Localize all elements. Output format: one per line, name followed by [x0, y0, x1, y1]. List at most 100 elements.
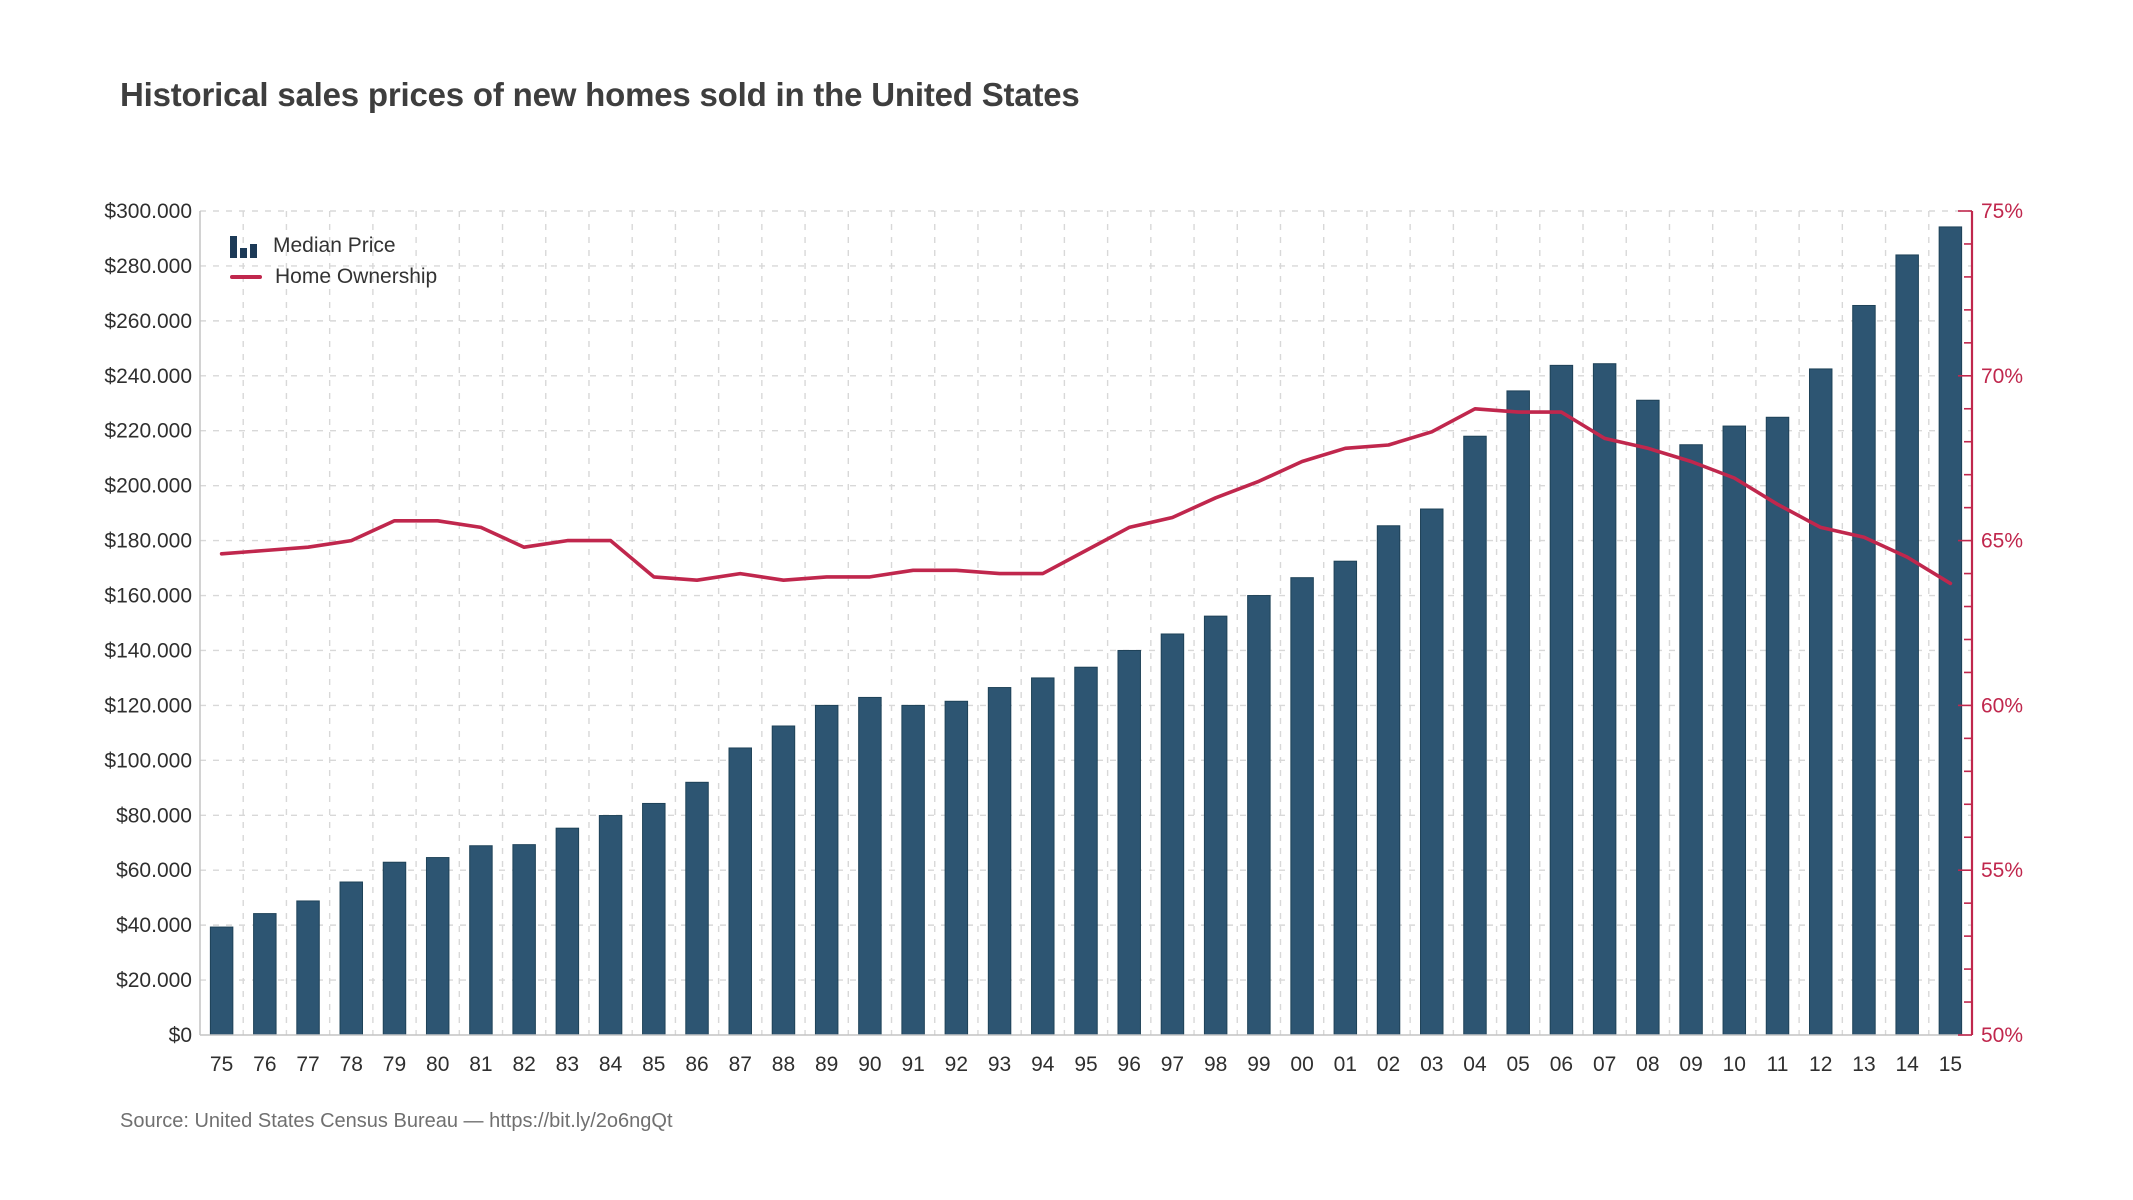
left-axis-label: $280.000: [104, 255, 192, 278]
legend-label-home-ownership: Home Ownership: [275, 265, 438, 288]
median-price-bar-82[interactable]: [512, 844, 536, 1036]
legend-item-home-ownership: Home Ownership: [230, 265, 437, 289]
x-axis-label: 81: [469, 1053, 492, 1076]
median-price-bar-10[interactable]: [1722, 425, 1747, 1036]
left-axis-label: $80.000: [116, 804, 192, 827]
median-price-bar-05[interactable]: [1506, 390, 1530, 1036]
line-swatch-icon: [230, 275, 262, 279]
x-axis-label: 82: [512, 1053, 535, 1076]
median-price-bar-83[interactable]: [555, 827, 580, 1036]
x-axis-label: 88: [772, 1053, 795, 1076]
x-axis-label: 04: [1463, 1053, 1487, 1076]
x-axis-label: 90: [858, 1053, 881, 1076]
x-axis-label: 75: [210, 1053, 233, 1076]
x-axis-label: 10: [1723, 1053, 1746, 1076]
median-price-bar-97[interactable]: [1160, 633, 1185, 1036]
x-axis-label: 97: [1161, 1053, 1184, 1076]
x-axis-label: 05: [1507, 1053, 1530, 1076]
left-axis-label: $260.000: [104, 310, 192, 333]
median-price-bar-03[interactable]: [1420, 508, 1444, 1036]
median-price-bar-12[interactable]: [1808, 368, 1833, 1036]
median-price-bar-79[interactable]: [382, 861, 407, 1036]
left-axis-label: $20.000: [116, 969, 192, 992]
legend-label-median-price: Median Price: [273, 234, 396, 257]
median-price-bar-07[interactable]: [1592, 363, 1617, 1036]
x-axis-label: 79: [383, 1053, 406, 1076]
left-axis-label: $140.000: [104, 639, 192, 662]
left-axis-label: $60.000: [116, 859, 192, 882]
median-price-bar-86[interactable]: [685, 781, 709, 1036]
right-axis-label: 60%: [1981, 694, 2023, 717]
x-axis-label: 78: [340, 1053, 363, 1076]
median-price-bar-78[interactable]: [339, 881, 364, 1036]
right-axis-label: 70%: [1981, 365, 2023, 388]
median-price-bar-09[interactable]: [1679, 444, 1703, 1036]
median-price-bar-04[interactable]: [1463, 435, 1487, 1036]
left-axis-label: $0: [169, 1024, 192, 1047]
median-price-bar-94[interactable]: [1031, 677, 1055, 1036]
median-price-bar-81[interactable]: [469, 845, 493, 1036]
median-price-bar-84[interactable]: [598, 815, 623, 1036]
x-axis-label: 07: [1593, 1053, 1616, 1076]
x-axis-label: 02: [1377, 1053, 1400, 1076]
x-axis-label: 09: [1679, 1053, 1702, 1076]
median-price-bar-89[interactable]: [814, 704, 839, 1036]
x-axis-label: 11: [1767, 1053, 1789, 1076]
median-price-bar-98[interactable]: [1203, 615, 1228, 1036]
x-axis-label: 15: [1939, 1053, 1962, 1076]
right-axis-label: 75%: [1981, 200, 2023, 223]
median-price-bar-87[interactable]: [728, 747, 752, 1036]
x-axis-label: 87: [729, 1053, 752, 1076]
right-axis-label: 55%: [1981, 859, 2023, 882]
median-price-bar-77[interactable]: [296, 900, 320, 1036]
source-note: Source: United States Census Bureau — ht…: [120, 1110, 673, 1133]
page-title: Historical sales prices of new homes sol…: [120, 76, 1080, 113]
median-price-bar-76[interactable]: [253, 913, 277, 1036]
x-axis-label: 86: [685, 1053, 708, 1076]
x-axis-label: 92: [945, 1053, 968, 1076]
median-price-bar-90[interactable]: [858, 696, 882, 1036]
x-axis-label: 99: [1247, 1053, 1270, 1076]
x-axis-label: 14: [1895, 1053, 1919, 1076]
x-axis-label: 94: [1031, 1053, 1055, 1076]
x-axis-label: 83: [556, 1053, 579, 1076]
x-axis-label: 12: [1809, 1053, 1832, 1076]
median-price-bar-00[interactable]: [1290, 577, 1314, 1036]
median-price-bar-08[interactable]: [1636, 399, 1660, 1036]
median-price-bar-80[interactable]: [425, 857, 450, 1036]
median-price-bar-13[interactable]: [1852, 304, 1876, 1036]
legend-item-median-price: Median Price: [230, 234, 437, 258]
median-price-bar-14[interactable]: [1895, 254, 1919, 1036]
source-link[interactable]: https://bit.ly/2o6ngQt: [489, 1110, 673, 1132]
median-price-bar-91[interactable]: [901, 704, 925, 1036]
x-axis-label: 01: [1334, 1053, 1357, 1076]
median-price-bar-06[interactable]: [1549, 364, 1574, 1036]
x-axis-label: 85: [642, 1053, 665, 1076]
median-price-bar-99[interactable]: [1247, 595, 1271, 1036]
right-axis-label: 50%: [1981, 1024, 2023, 1047]
median-price-bar-88[interactable]: [771, 725, 796, 1036]
x-axis-label: 08: [1636, 1053, 1659, 1076]
right-axis-label: 65%: [1981, 530, 2023, 553]
left-axis-label: $180.000: [104, 530, 192, 553]
median-price-bar-96[interactable]: [1117, 649, 1141, 1036]
median-price-bar-93[interactable]: [987, 687, 1012, 1036]
median-price-bar-15[interactable]: [1938, 226, 1963, 1036]
left-axis-label: $120.000: [104, 694, 192, 717]
x-axis-label: 95: [1074, 1053, 1097, 1076]
median-price-bar-95[interactable]: [1074, 666, 1098, 1036]
median-price-bar-01[interactable]: [1333, 560, 1358, 1036]
x-axis-label: 06: [1550, 1053, 1573, 1076]
x-axis-label: 98: [1204, 1053, 1227, 1076]
median-price-bar-85[interactable]: [642, 802, 666, 1036]
median-price-bar-02[interactable]: [1376, 525, 1401, 1036]
left-axis-label: $220.000: [104, 420, 192, 443]
left-axis-label: $300.000: [104, 200, 192, 223]
home-ownership-line[interactable]: [219, 406, 1953, 586]
median-price-bar-75[interactable]: [209, 926, 234, 1036]
x-axis-label: 03: [1420, 1053, 1443, 1076]
median-price-bar-92[interactable]: [944, 700, 969, 1036]
x-axis-label: 77: [296, 1053, 319, 1076]
